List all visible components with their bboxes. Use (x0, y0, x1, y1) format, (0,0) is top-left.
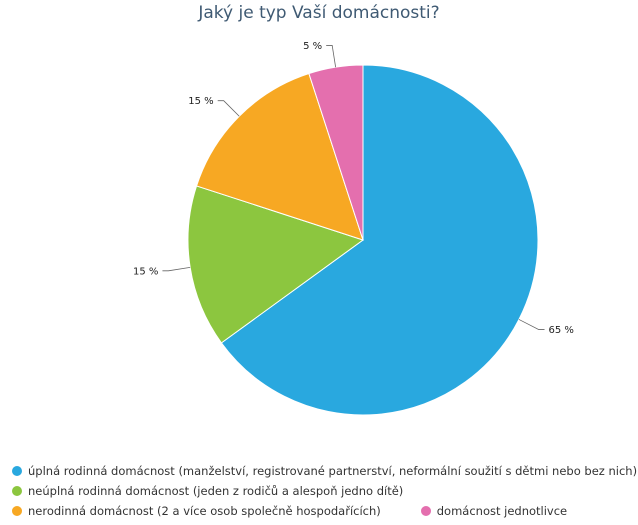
legend-marker-neuplna (12, 486, 22, 496)
data-label-neuplna: 15 % (133, 266, 158, 277)
leader-line-nerodinna (217, 100, 240, 117)
legend-label-jednotlivce: domácnost jednotlivce (436, 504, 568, 518)
pie-slice-nerodinna[interactable] (195, 72, 364, 241)
legend-item-neuplna[interactable]: neúplná rodinná domácnost (jeden z rodič… (12, 481, 403, 501)
legend-item-jednotlivce[interactable]: domácnost jednotlivce (420, 501, 568, 521)
legend-row-2: neúplná rodinná domácnost (jeden z rodič… (12, 481, 636, 501)
pie-slice-jednotlivce[interactable] (308, 64, 364, 241)
data-label-nerodinna: 15 % (188, 96, 213, 107)
leader-line-neuplna (162, 266, 191, 272)
legend-label-uplna: úplná rodinná domácnost (manželství, reg… (28, 464, 638, 478)
legend-item-nerodinna[interactable]: nerodinná domácnost (2 a více osob spole… (12, 501, 381, 521)
data-label-jednotlivce: 5 % (303, 41, 322, 52)
legend-item-uplna[interactable]: úplná rodinná domácnost (manželství, reg… (12, 461, 637, 481)
legend-label-neuplna: neúplná rodinná domácnost (jeden z rodič… (28, 484, 404, 498)
legend-marker-nerodinna (12, 506, 22, 516)
legend-row-3: nerodinná domácnost (2 a více osob spole… (12, 501, 636, 521)
pie-chart: 65 % 15 % 15 % 5 % (133, 41, 574, 416)
chart-legend: úplná rodinná domácnost (manželství, reg… (12, 461, 637, 521)
chart-title: Jaký je typ Vaší domácnosti? (198, 3, 440, 23)
legend-marker-uplna (12, 466, 22, 476)
legend-row-1: úplná rodinná domácnost (manželství, reg… (12, 461, 637, 481)
data-label-uplna: 65 % (549, 325, 574, 336)
leader-line-jednotlivce (326, 45, 337, 68)
legend-label-nerodinna: nerodinná domácnost (2 a více osob spole… (28, 504, 381, 518)
leader-line-uplna (518, 319, 545, 330)
legend-marker-jednotlivce (420, 506, 431, 516)
pie-slice-uplna[interactable] (220, 64, 539, 416)
pie-slice-neuplna[interactable] (187, 185, 365, 344)
